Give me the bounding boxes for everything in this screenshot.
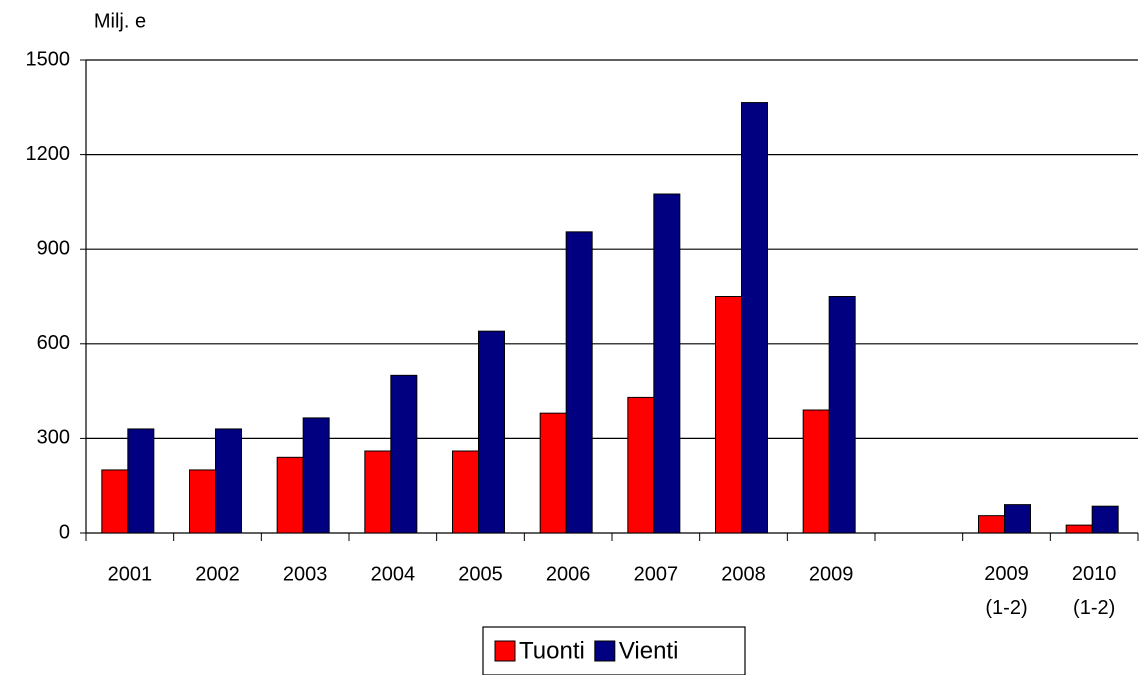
bar bbox=[452, 450, 479, 534]
bar bbox=[101, 469, 129, 534]
x-tick-label: 2002 bbox=[195, 563, 240, 585]
legend-swatch bbox=[594, 640, 616, 662]
x-tick-label: 2005 bbox=[458, 563, 503, 585]
bar bbox=[1091, 505, 1119, 534]
bar bbox=[741, 102, 768, 534]
bar bbox=[978, 515, 1005, 534]
bar bbox=[276, 456, 304, 534]
y-tick-label: 1200 bbox=[26, 143, 71, 165]
legend-label: Tuonti bbox=[519, 637, 585, 664]
bar bbox=[715, 296, 742, 534]
y-axis-label: Milj. e bbox=[94, 10, 146, 32]
bar bbox=[189, 469, 216, 534]
bar bbox=[539, 412, 567, 534]
x-tick-label: 2009 (1-2) bbox=[984, 563, 1029, 619]
x-tick-label: 2004 bbox=[371, 563, 416, 585]
bar bbox=[364, 450, 392, 534]
bar bbox=[478, 330, 505, 534]
x-tick-label: 2003 bbox=[283, 563, 328, 585]
bar bbox=[565, 231, 593, 534]
y-tick-label: 900 bbox=[37, 237, 70, 259]
bar bbox=[215, 428, 242, 534]
x-tick-label: 2010 (1-2) bbox=[1072, 563, 1117, 619]
bar bbox=[653, 193, 681, 534]
bar bbox=[802, 409, 830, 534]
bar bbox=[627, 396, 655, 534]
x-tick-label: 2001 bbox=[108, 563, 153, 585]
bar bbox=[828, 296, 856, 534]
bar bbox=[127, 428, 155, 534]
x-tick-label: 2008 bbox=[721, 563, 766, 585]
legend-label: Vienti bbox=[619, 637, 679, 664]
bar bbox=[390, 374, 418, 534]
legend-swatch bbox=[494, 640, 516, 662]
x-tick-label: 2009 bbox=[809, 563, 854, 585]
y-tick-label: 0 bbox=[59, 521, 70, 543]
bar bbox=[302, 417, 330, 534]
bar bbox=[1004, 504, 1031, 534]
y-tick-label: 1500 bbox=[26, 48, 71, 70]
x-tick-label: 2006 bbox=[546, 563, 591, 585]
y-tick-label: 300 bbox=[37, 427, 70, 449]
bar bbox=[1065, 524, 1093, 534]
y-tick-label: 600 bbox=[37, 332, 70, 354]
x-tick-label: 2007 bbox=[634, 563, 679, 585]
